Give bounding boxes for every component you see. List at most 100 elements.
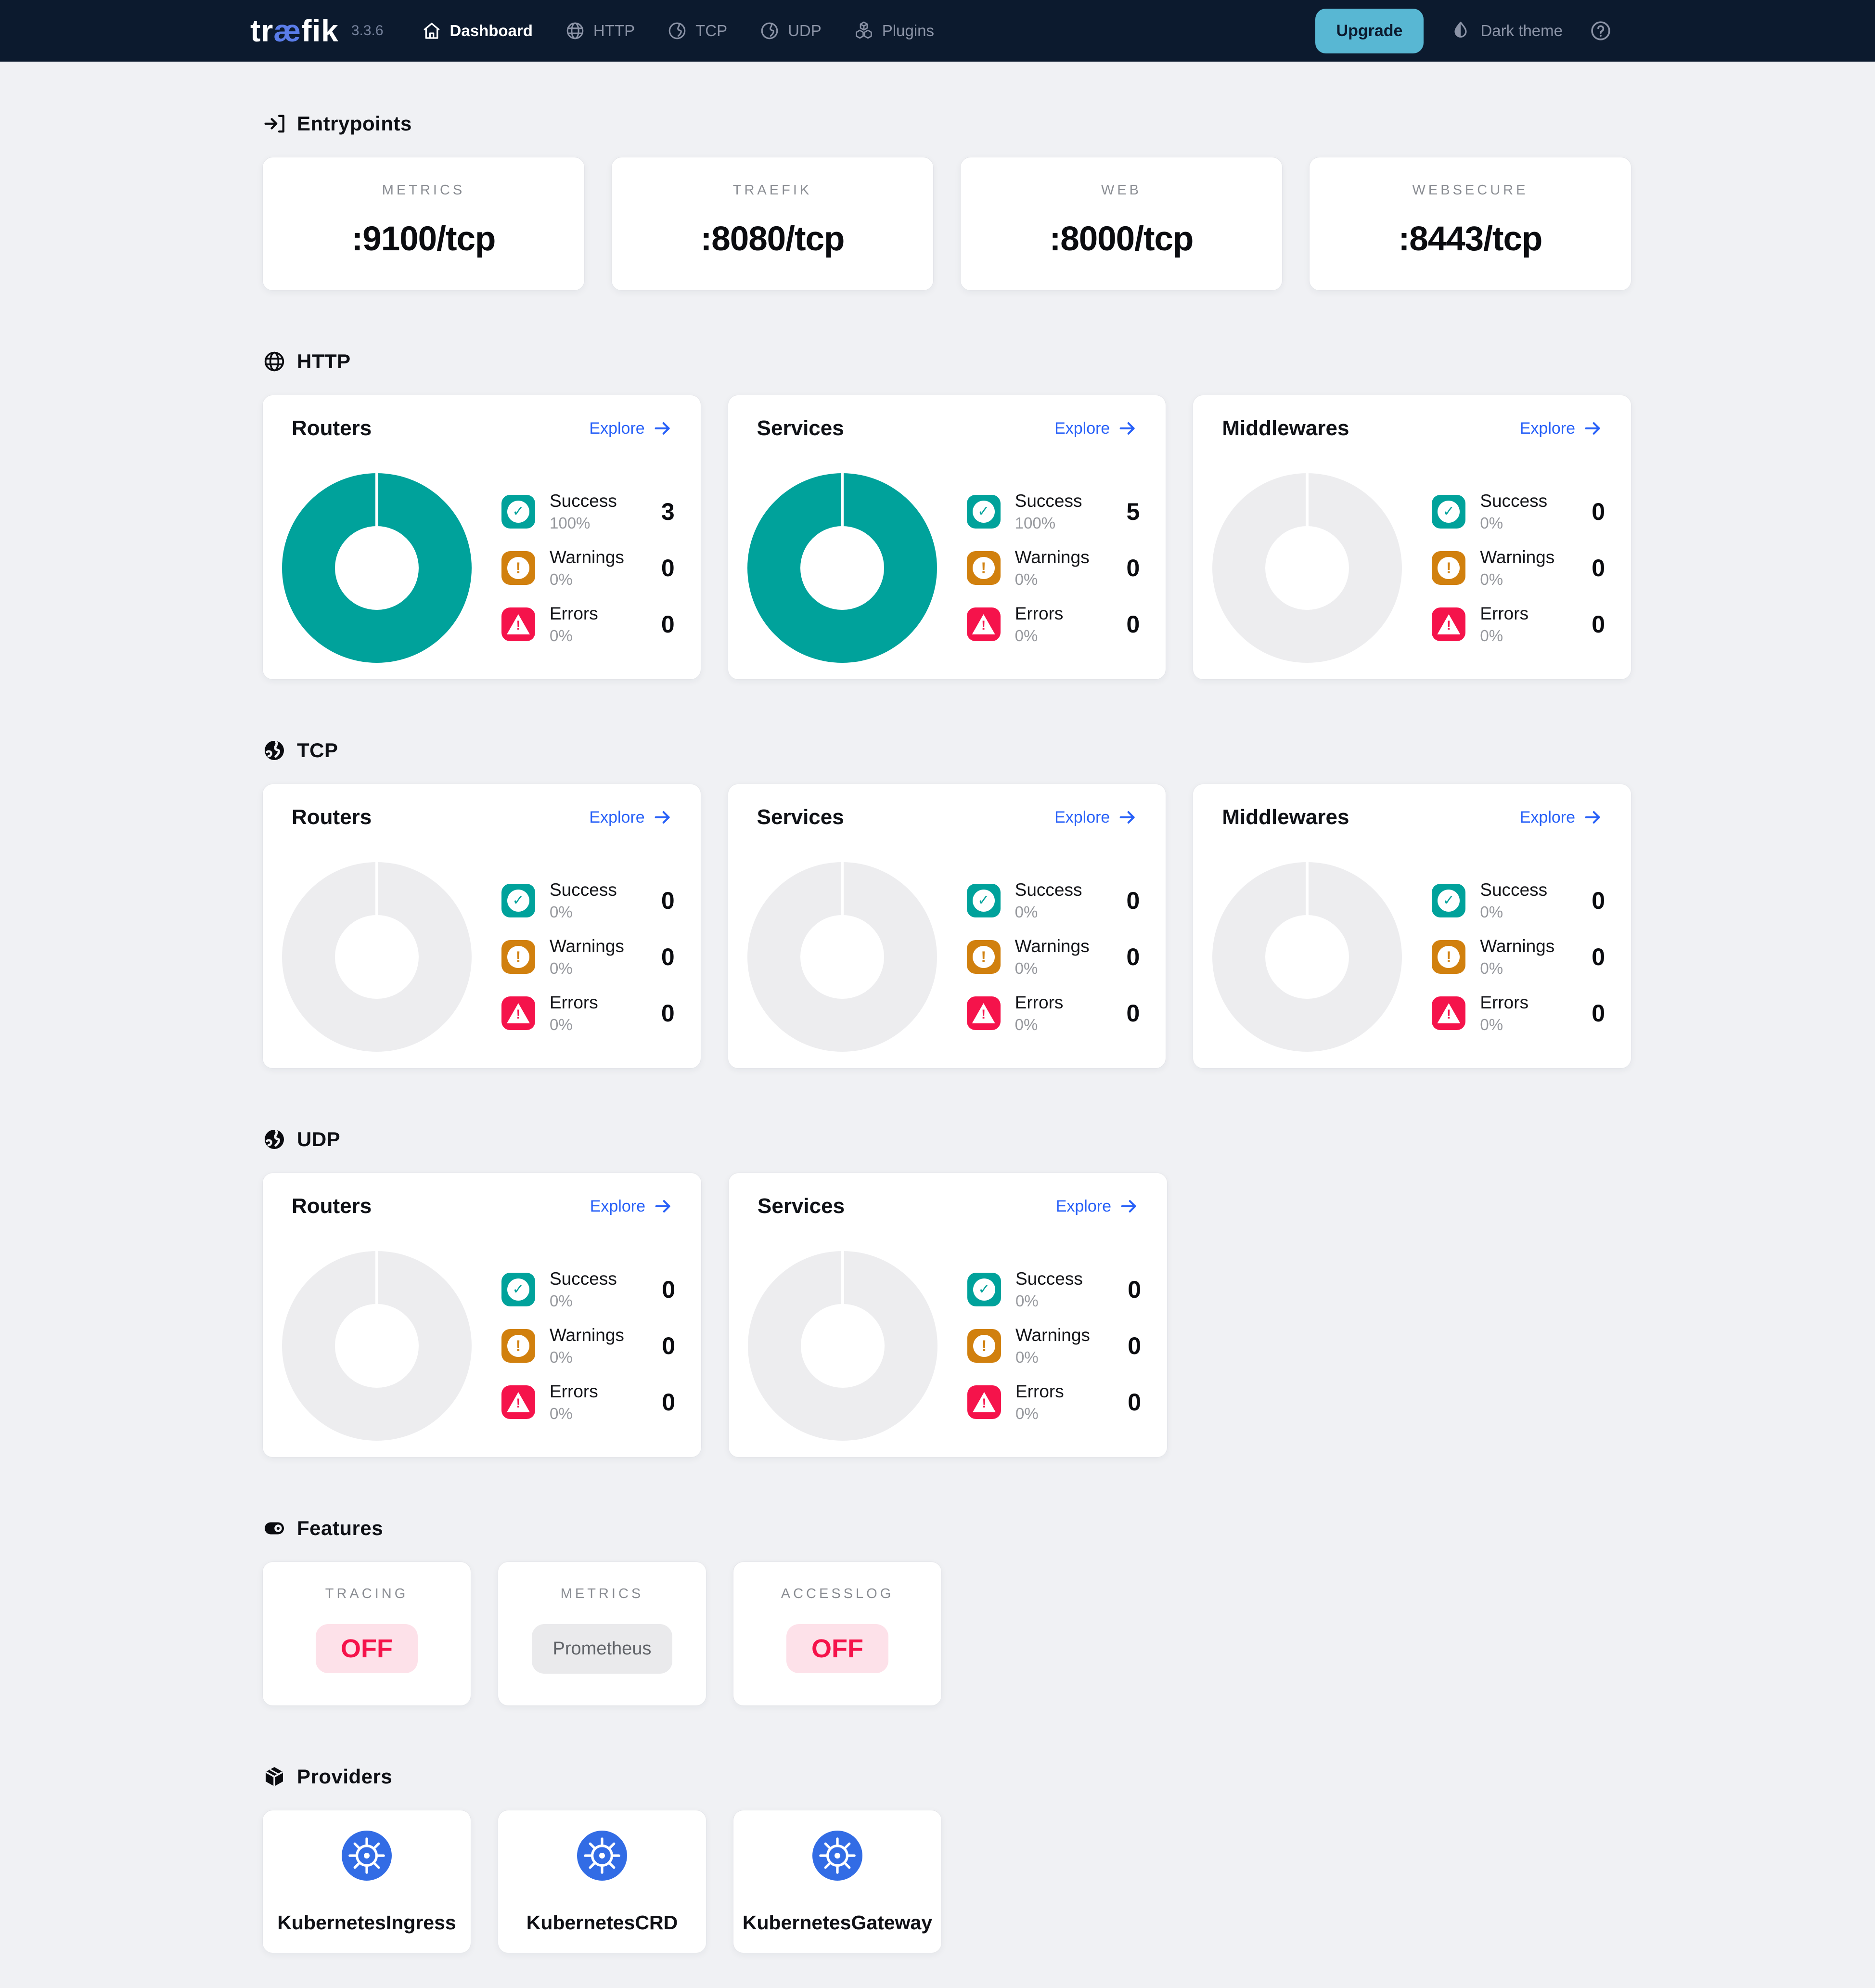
explore-label: Explore <box>1519 419 1576 438</box>
legend-label: Warnings <box>1015 547 1090 567</box>
donut-chart <box>282 1251 472 1441</box>
legend: ✓ Success 0% 0 ! Warnings 0% 0 ! <box>501 1269 675 1423</box>
legend-row-success: ✓ Success 100% 5 <box>966 491 1140 532</box>
arrow-right-icon <box>653 807 673 827</box>
error-triangle-icon: ! <box>1432 607 1466 641</box>
section-title: TCP <box>297 739 338 762</box>
navbar-right: Upgrade Dark theme <box>1315 8 1613 53</box>
success-check-icon: ✓ <box>1432 884 1466 917</box>
entrypoints-cards-row: METRICS :9100/tcp TRAEFIK :8080/tcp WEB … <box>262 157 1631 291</box>
nav-item-plugins[interactable]: Plugins <box>853 20 934 41</box>
legend-value: 3 <box>661 498 675 525</box>
feature-name: ACCESSLOG <box>781 1586 894 1601</box>
explore-link[interactable]: Explore <box>1520 418 1603 439</box>
legend-value: 0 <box>662 1276 675 1303</box>
legend-percent: 0% <box>1015 1348 1039 1366</box>
legend-percent: 0% <box>550 570 573 588</box>
legend-row-warnings: ! Warnings 0% 0 <box>1432 547 1605 589</box>
arrow-right-icon <box>653 418 673 439</box>
legend-percent: 0% <box>1015 1405 1039 1422</box>
legend-label: Success <box>1015 491 1082 511</box>
legend-row-success: ✓ Success 0% 0 <box>967 1269 1141 1310</box>
card-title: Middlewares <box>1222 805 1349 829</box>
legend: ✓ Success 0% 0 ! Warnings 0% 0 ! <box>501 880 675 1034</box>
theme-toggle-label: Dark theme <box>1480 22 1563 39</box>
theme-toggle[interactable]: Dark theme <box>1450 20 1563 42</box>
entrypoint-port: :8000/tcp <box>1049 220 1194 258</box>
udp-routers-card: Routers Explore ✓ Success 0% 0 <box>262 1173 702 1458</box>
success-check-icon: ✓ <box>966 884 1001 917</box>
nav-item-tcp[interactable]: TCP <box>667 20 727 41</box>
legend-percent: 0% <box>550 903 573 921</box>
explore-link[interactable]: Explore <box>1056 1196 1139 1216</box>
error-triangle-icon: ! <box>501 996 535 1030</box>
nav-item-label: HTTP <box>593 22 635 39</box>
legend-label: Warnings <box>550 547 624 567</box>
explore-link[interactable]: Explore <box>589 418 672 439</box>
upgrade-button[interactable]: Upgrade <box>1315 8 1424 53</box>
arrow-right-icon <box>1119 1196 1139 1216</box>
kubernetes-icon <box>577 1831 627 1881</box>
legend-row-warnings: ! Warnings 0% 0 <box>1432 936 1605 978</box>
error-triangle-icon: ! <box>501 607 535 641</box>
explore-link[interactable]: Explore <box>1054 807 1138 827</box>
nav-item-label: TCP <box>695 22 728 39</box>
legend-label: Success <box>1480 880 1548 900</box>
legend-label: Success <box>550 491 617 511</box>
legend-row-success: ✓ Success 0% 0 <box>1432 880 1605 921</box>
warning-exclamation-icon: ! <box>1432 551 1466 585</box>
legend-value: 0 <box>661 1000 675 1027</box>
arrow-right-icon <box>1117 418 1138 439</box>
donut-chart <box>282 473 472 663</box>
provider-name: KubernetesIngress <box>277 1911 456 1934</box>
udp-cards-row: Routers Explore ✓ Success 0% 0 <box>262 1173 1631 1458</box>
help-button[interactable] <box>1589 19 1613 43</box>
cubes-icon <box>853 20 874 41</box>
warning-exclamation-icon: ! <box>967 1329 1001 1363</box>
explore-link[interactable]: Explore <box>589 807 672 827</box>
explore-link[interactable]: Explore <box>1054 418 1138 439</box>
arrow-right-icon <box>1583 418 1603 439</box>
legend-row-success: ✓ Success 0% 0 <box>1432 491 1605 532</box>
nav-item-label: Plugins <box>882 22 935 39</box>
arrow-right-icon <box>1583 807 1603 827</box>
legend-label: Warnings <box>550 1325 624 1345</box>
toggle-icon <box>262 1516 286 1540</box>
legend-percent: 100% <box>550 514 591 532</box>
sphere-icon <box>759 20 780 41</box>
warning-exclamation-icon: ! <box>501 551 535 585</box>
legend-percent: 0% <box>550 1016 573 1033</box>
features-accesslog-card: ACCESSLOG OFF <box>733 1562 942 1706</box>
explore-link[interactable]: Explore <box>590 1196 673 1216</box>
legend-value: 0 <box>1126 611 1140 638</box>
legend-percent: 0% <box>1480 1016 1503 1033</box>
legend-value: 0 <box>1128 1389 1141 1416</box>
nav-item-http[interactable]: HTTP <box>565 20 635 41</box>
features-tracing-card: TRACING OFF <box>262 1562 471 1706</box>
arrow-right-icon <box>1117 807 1138 827</box>
feature-status-badge: OFF <box>316 1624 418 1673</box>
legend-row-success: ✓ Success 0% 0 <box>501 880 675 921</box>
explore-link[interactable]: Explore <box>1520 807 1603 827</box>
legend-row-errors: ! Errors 0% 0 <box>967 1381 1141 1423</box>
providers-section-header: Providers <box>262 1765 1631 1789</box>
kubernetes-icon <box>342 1831 392 1881</box>
legend-value: 0 <box>1592 611 1605 638</box>
donut-chart <box>747 473 937 663</box>
nav-item-udp[interactable]: UDP <box>759 20 822 41</box>
success-check-icon: ✓ <box>501 495 535 529</box>
legend-row-warnings: ! Warnings 0% 0 <box>966 936 1140 978</box>
legend-value: 0 <box>1128 1332 1141 1359</box>
explore-label: Explore <box>1055 1197 1111 1215</box>
nav-item-dashboard[interactable]: Dashboard <box>421 20 533 41</box>
legend-percent: 0% <box>1480 570 1503 588</box>
tcp-middlewares-card: Middlewares Explore ✓ Success 0% 0 <box>1193 784 1632 1069</box>
error-triangle-icon: ! <box>966 996 1001 1030</box>
card-title: Services <box>757 416 844 440</box>
card-title: Services <box>757 805 844 829</box>
legend-value: 0 <box>1128 1276 1141 1303</box>
legend-row-warnings: ! Warnings 0% 0 <box>966 547 1140 589</box>
entrypoint-port: :8080/tcp <box>700 220 845 258</box>
legend-value: 0 <box>662 1332 675 1359</box>
entrypoints-icon <box>262 112 286 136</box>
